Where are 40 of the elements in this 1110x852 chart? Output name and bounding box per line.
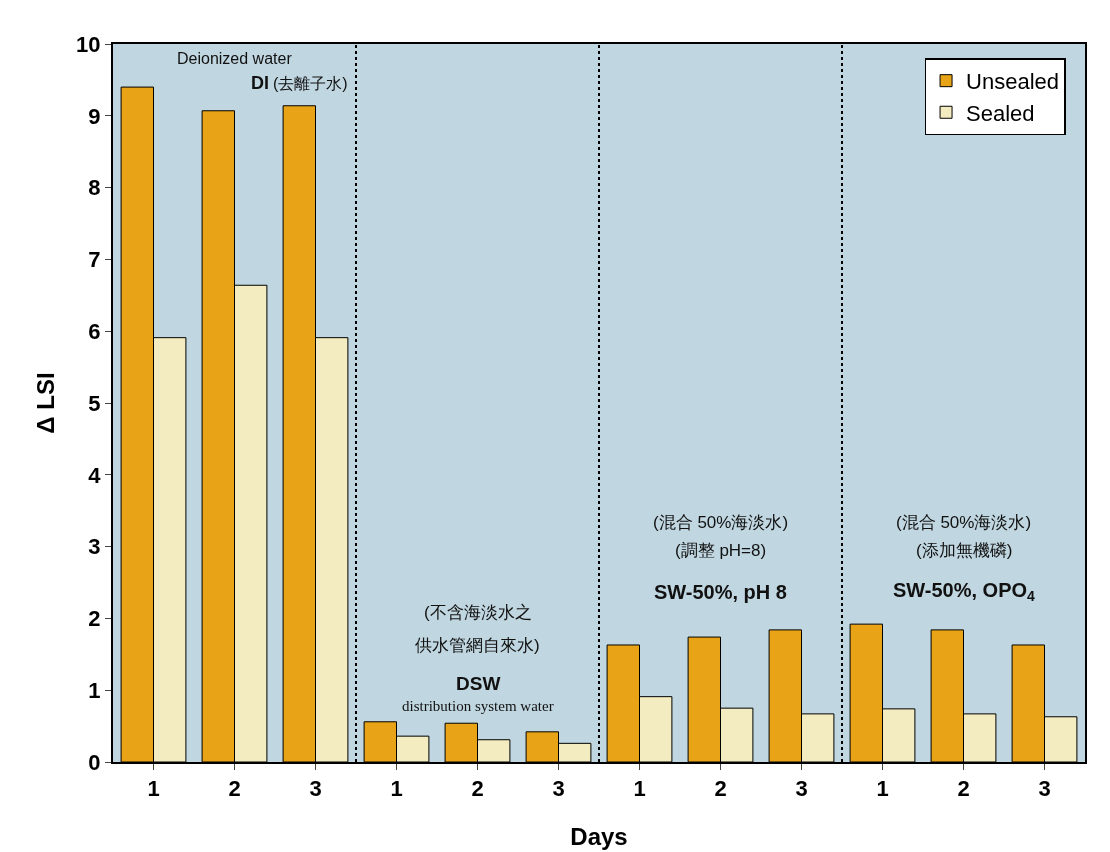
- x-tick-label: 3: [552, 776, 565, 802]
- x-tick-label: 2: [228, 776, 241, 802]
- annotation: Deionized water: [177, 50, 293, 67]
- x-tick-label: 1: [633, 776, 646, 802]
- x-tick-label: 1: [390, 776, 403, 802]
- y-tick-label: 4: [88, 462, 102, 488]
- x-tick-label: 2: [471, 776, 484, 802]
- annotation: (添加無機磷): [916, 541, 1013, 560]
- annotation: distribution system water: [402, 698, 554, 714]
- x-axis-title: Days: [570, 823, 628, 850]
- x-tick-label: 3: [309, 776, 322, 802]
- y-tick-label: 2: [88, 606, 101, 632]
- x-tick-label: 2: [957, 776, 970, 802]
- annotation: (不含海淡水之: [424, 603, 532, 622]
- annotation: (混合 50%海淡水): [653, 513, 789, 532]
- x-tick-label: 3: [1038, 776, 1051, 802]
- annotation: 供水管網自來水): [415, 636, 540, 655]
- y-axis-title: Δ LSI: [32, 372, 59, 434]
- annotation: (混合 50%海淡水): [896, 513, 1032, 532]
- legend-label: Unsealed: [966, 69, 1060, 95]
- y-tick-label: 3: [88, 534, 101, 560]
- legend-label: Sealed: [966, 100, 1035, 126]
- y-tick-label: 5: [88, 390, 101, 416]
- y-tick-label: 0: [88, 749, 101, 775]
- annotation: SW-50%, pH 8: [654, 581, 787, 603]
- y-tick-label: 9: [88, 103, 101, 129]
- annotation: SW-50%, OPO$_{4}$: [893, 579, 1036, 605]
- annotation: (調整 pH=8): [675, 541, 767, 560]
- annotation: DI: [251, 73, 269, 93]
- y-tick-label: 7: [88, 247, 101, 273]
- x-tick-label: 1: [147, 776, 160, 802]
- annotation: DSW: [456, 673, 501, 694]
- y-tick-label: 1: [88, 677, 101, 703]
- x-tick-label: 1: [876, 776, 889, 802]
- x-tick-label: 3: [795, 776, 808, 802]
- y-tick-label: 8: [88, 175, 101, 201]
- y-tick-label: 6: [88, 318, 101, 344]
- annotation: (去離子水): [273, 75, 348, 92]
- y-tick-label: 10: [76, 31, 101, 57]
- x-tick-label: 2: [714, 776, 727, 802]
